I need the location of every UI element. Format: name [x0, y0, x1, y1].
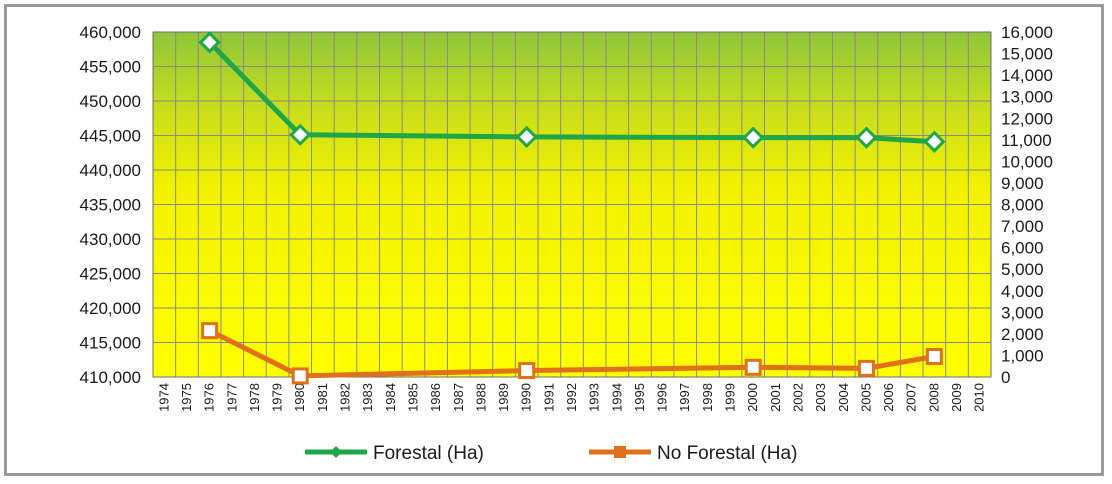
series-line: [207, 40, 935, 145]
data-point-marker: [518, 362, 536, 380]
data-point-marker: [923, 130, 946, 153]
left-y-tick-label: 450,000: [80, 92, 141, 111]
x-tick-label: 1979: [270, 383, 285, 412]
right-y-tick-label: 5,000: [1001, 260, 1044, 279]
left-y-tick-label: 435,000: [80, 196, 141, 215]
x-axis: 1974 1975 1976 1977 1978 1979 1980 1981 1982 1983…: [156, 383, 986, 412]
x-tick-label: 1991: [541, 383, 556, 412]
right-y-tick-label: 13,000: [1001, 88, 1053, 107]
right-y-tick-label: 14,000: [1001, 66, 1053, 85]
x-tick-label: 2010: [972, 383, 987, 412]
left-y-tick-label: 425,000: [80, 265, 141, 284]
data-point-marker: [744, 358, 762, 376]
right-y-tick-label: 3,000: [1001, 303, 1044, 322]
x-tick-label: 1981: [315, 383, 330, 412]
left-y-tick-label: 415,000: [80, 334, 141, 353]
x-tick-label: 2001: [768, 383, 783, 412]
x-tick-label: 2002: [790, 383, 805, 412]
x-tick-label: 1997: [677, 383, 692, 412]
left-y-tick-label: 455,000: [80, 58, 141, 77]
x-tick-label: 1977: [224, 383, 239, 412]
right-y-tick-label: 9,000: [1001, 174, 1044, 193]
series-no-forestal: [201, 322, 943, 385]
data-point-marker: [198, 31, 221, 54]
x-tick-label: 1986: [428, 383, 443, 412]
right-y-tick-label: 11,000: [1001, 131, 1052, 150]
line-chart: 410,000 415,000 420,000 425,000 430,000 435,0…: [80, 23, 1053, 464]
legend-marker: [330, 446, 342, 458]
right-y-tick-label: 16,000: [1001, 23, 1053, 42]
data-point-marker: [289, 123, 312, 146]
data-point-marker: [201, 322, 219, 340]
x-tick-label: 2009: [949, 383, 964, 412]
data-point-marker: [291, 367, 309, 385]
x-tick-label: 1999: [723, 383, 738, 412]
legend-label: No Forestal (Ha): [657, 443, 797, 464]
x-tick-label: 2007: [904, 383, 919, 412]
series-forestal: [198, 31, 946, 153]
left-y-tick-label: 440,000: [80, 161, 141, 180]
legend-label: Forestal (Ha): [373, 443, 484, 464]
left-y-tick-label: 430,000: [80, 230, 141, 249]
x-tick-label: 1990: [519, 383, 534, 412]
right-y-tick-label: 1,000: [1001, 346, 1044, 365]
right-y-axis: 0 1,000 2,000 3,000 4,000 5,000 6,000 7,000 8,00…: [1001, 23, 1053, 387]
series-line: [208, 328, 935, 379]
x-tick-label: 1993: [587, 383, 602, 412]
x-tick-label: 1995: [632, 383, 647, 412]
left-y-axis: 410,000 415,000 420,000 425,000 430,000 435,0…: [80, 23, 141, 387]
data-point-marker: [742, 126, 765, 149]
x-tick-label: 1998: [700, 383, 715, 412]
right-y-tick-label: 8,000: [1001, 196, 1044, 215]
right-y-tick-label: 15,000: [1001, 45, 1053, 64]
x-tick-label: 1984: [383, 383, 398, 412]
right-y-tick-label: 4,000: [1001, 282, 1044, 301]
x-tick-label: 2003: [813, 383, 828, 412]
x-tick-label: 1989: [496, 383, 511, 412]
x-tick-label: 1992: [564, 383, 579, 412]
x-tick-label: 1987: [451, 383, 466, 412]
data-point-marker: [515, 125, 538, 149]
x-tick-label: 2005: [858, 383, 873, 412]
x-tick-label: 2008: [926, 383, 941, 412]
chart-frame: 410,000 415,000 420,000 425,000 430,000 435,0…: [4, 4, 1104, 476]
x-tick-label: 1996: [655, 383, 670, 412]
data-point-marker: [855, 126, 878, 149]
right-y-tick-label: 2,000: [1001, 325, 1044, 344]
x-tick-label: 2004: [836, 383, 851, 412]
x-tick-label: 2006: [881, 383, 896, 412]
right-y-tick-label: 10,000: [1001, 152, 1053, 171]
x-tick-label: 1975: [179, 383, 194, 412]
x-tick-label: 1976: [202, 383, 217, 412]
data-point-marker: [857, 359, 875, 377]
x-tick-label: 1980: [292, 383, 307, 412]
right-y-tick-label: 7,000: [1001, 217, 1044, 236]
right-y-tick-label: 12,000: [1001, 109, 1053, 128]
x-tick-label: 1988: [473, 383, 488, 412]
plot-border: [152, 31, 992, 378]
x-tick-label: 1974: [156, 383, 171, 412]
legend: Forestal (Ha) No Forestal (Ha): [305, 443, 797, 464]
right-y-tick-label: 0: [1001, 368, 1010, 387]
data-point-marker: [925, 348, 943, 366]
x-tick-label: 1994: [609, 383, 624, 412]
left-y-tick-label: 460,000: [80, 23, 141, 42]
series-layer: [198, 31, 946, 385]
right-y-tick-label: 6,000: [1001, 239, 1044, 258]
x-tick-label: 1978: [247, 383, 262, 412]
x-tick-label: 1982: [338, 383, 353, 412]
left-y-tick-label: 445,000: [80, 127, 141, 146]
left-y-tick-label: 410,000: [80, 368, 141, 387]
x-tick-label: 2000: [745, 383, 760, 412]
legend-marker: [614, 446, 626, 458]
x-tick-label: 1983: [360, 383, 375, 412]
left-y-tick-label: 420,000: [80, 299, 141, 318]
x-tick-label: 1985: [405, 383, 420, 412]
